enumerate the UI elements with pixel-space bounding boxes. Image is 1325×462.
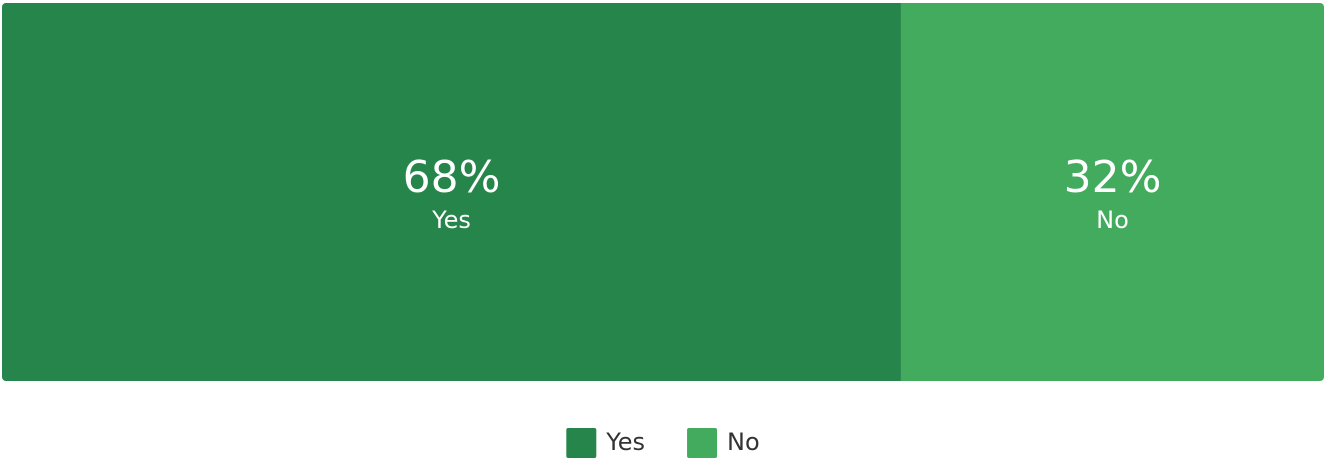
legend-label: Yes (605, 428, 645, 456)
legend-label: No (727, 428, 760, 456)
bar-group (2, 3, 1324, 381)
legend-swatch (687, 428, 718, 458)
value-label: 32% (1064, 152, 1162, 203)
bar-segment (2, 3, 901, 381)
value-label: 68% (403, 152, 501, 203)
segment-label: Yes (431, 206, 471, 234)
bar-segment (900, 3, 1324, 381)
legend-item: Yes (566, 428, 645, 458)
label-group: 68% Yes 32% No (403, 152, 1162, 234)
legend-swatch (566, 428, 597, 458)
legend: Yes No (566, 428, 760, 458)
segment-label: No (1096, 206, 1129, 234)
legend-item: No (687, 428, 760, 458)
